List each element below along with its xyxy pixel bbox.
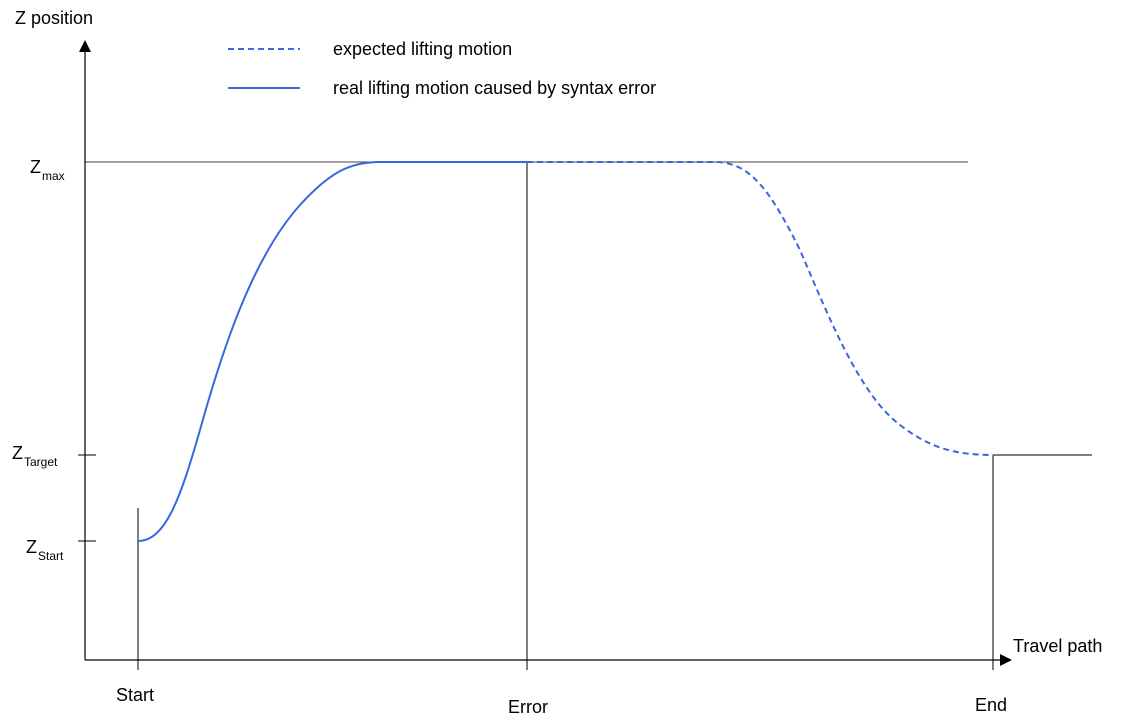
start-label: Start [116, 685, 154, 705]
svg-text:Start: Start [38, 549, 64, 563]
y-axis-label: Z position [15, 8, 93, 28]
svg-text:max: max [42, 169, 65, 183]
svg-text:Z: Z [12, 443, 23, 463]
svg-text:Target: Target [24, 455, 58, 469]
legend-real-label: real lifting motion caused by syntax err… [333, 78, 656, 98]
real-lifting-curve [137, 161, 527, 542]
z-start-label: Z Start [26, 537, 64, 563]
z-max-label: Z max [30, 157, 65, 183]
x-axis-label: Travel path [1013, 636, 1102, 656]
end-label: End [975, 695, 1007, 715]
expected-lifting-curve [527, 161, 994, 456]
svg-text:Z: Z [26, 537, 37, 557]
legend-expected-label: expected lifting motion [333, 39, 512, 59]
z-target-label: Z Target [12, 443, 58, 469]
svg-text:Z: Z [30, 157, 41, 177]
error-label: Error [508, 697, 548, 717]
